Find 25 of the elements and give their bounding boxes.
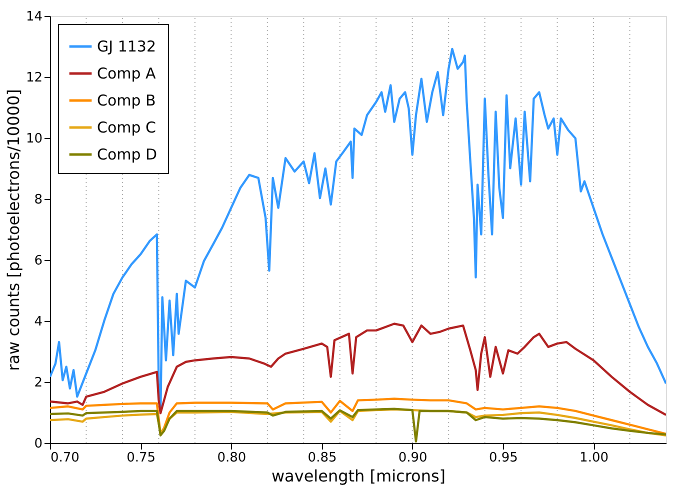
line-series [50, 322, 666, 416]
x-tick-label: 0.75 [126, 450, 156, 466]
legend-label: GJ 1132 [97, 38, 156, 56]
y-tick-label: 6 [34, 254, 42, 268]
y-tick-label: 2 [34, 376, 42, 390]
x-tick-label: 0.80 [217, 450, 246, 466]
y-tick-label: 8 [34, 192, 42, 208]
y-tick-label: 14 [26, 10, 42, 24]
legend-label: Comp B [97, 92, 156, 110]
x-tick-label: 0.85 [308, 450, 337, 466]
x-tick-label: 0.90 [398, 450, 428, 466]
y-tick-label: 10 [26, 132, 42, 146]
y-tick-label: 12 [26, 70, 42, 86]
x-tick-label: 0.95 [488, 450, 518, 466]
line-series [50, 408, 666, 436]
y-axis-title: raw counts [photoelectrons/10000] [4, 89, 23, 371]
x-tick-label: 1.00 [580, 450, 609, 466]
y-tick-label: 0 [34, 436, 42, 452]
y-tick-label: 4 [34, 314, 42, 330]
x-axis-title: wavelength [microns] [271, 466, 446, 486]
legend-label: Comp D [97, 146, 158, 164]
line-series [50, 398, 666, 435]
legend-label: Comp A [97, 64, 157, 82]
legend-label: Comp C [97, 118, 156, 136]
x-tick-label: 0.70 [50, 450, 80, 466]
